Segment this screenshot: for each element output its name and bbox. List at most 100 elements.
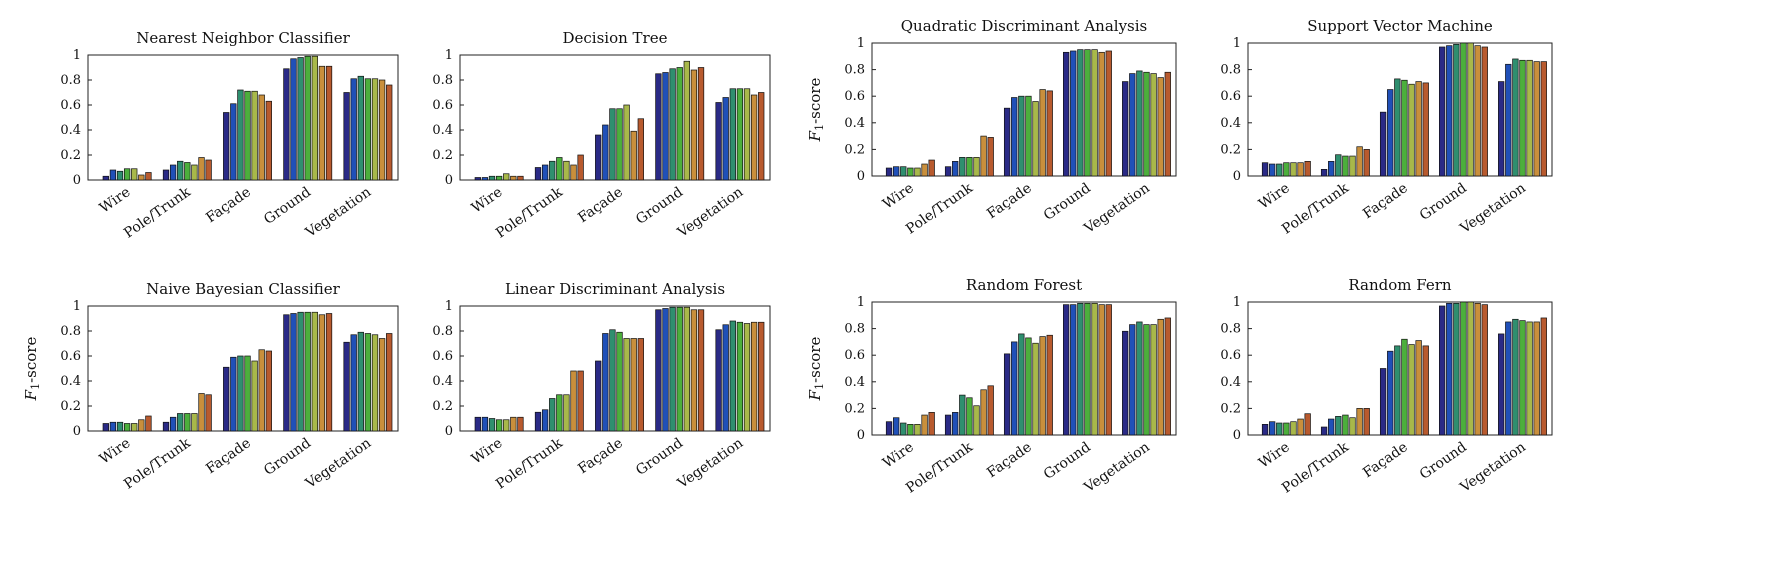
bar-vegetation-1	[715, 329, 722, 432]
bar-ground-2	[1446, 45, 1453, 177]
bar-faade-1	[223, 366, 230, 432]
bar-wire-3	[116, 421, 124, 432]
x-category-label: Ground	[1041, 180, 1094, 224]
bar-faade-4	[244, 90, 251, 181]
x-category-label: Façade	[984, 439, 1035, 481]
bar-vegetation-2	[1129, 324, 1136, 436]
x-category-label: Vegetation	[1081, 439, 1153, 496]
bar-vegetation-6	[378, 338, 386, 432]
bar-vegetation-1	[1122, 330, 1129, 436]
bar-faade-4	[1025, 95, 1032, 177]
chart-title: Linear Discriminant Analysis	[505, 280, 725, 298]
bar-vegetation-6	[1533, 61, 1540, 177]
y-tick-label: 0.8	[432, 324, 453, 339]
bar-wire-3	[1276, 422, 1283, 436]
x-category-label: Vegetation	[1457, 180, 1529, 237]
y-tick-label: 0.6	[1220, 348, 1241, 363]
bar-ground-5	[683, 306, 690, 432]
bar-wire-4	[907, 424, 914, 436]
bar-vegetation-1	[343, 92, 350, 181]
y-tick-label: 0.4	[60, 374, 81, 389]
bar-faade-2	[1011, 97, 1018, 177]
bar-ground-4	[676, 306, 683, 432]
bar-ground-6	[1098, 304, 1105, 436]
bar-ground-1	[283, 314, 290, 432]
bar-wire-6	[921, 414, 928, 436]
bar-faade-6	[1039, 336, 1046, 436]
bar-poletrunk-2	[952, 161, 959, 177]
y-tick-label: 1	[73, 299, 81, 314]
chart-title: Random Fern	[1348, 276, 1452, 294]
chart-panel-6: Linear Discriminant Analysis 0 0.2 0.4 0.6 0.…	[432, 280, 771, 493]
y-tick-label: 0.2	[60, 399, 81, 414]
y-tick-label: 0.6	[844, 348, 865, 363]
bar-poletrunk-4	[556, 394, 563, 432]
bar-wire-5	[131, 423, 138, 432]
bar-vegetation-7	[386, 84, 393, 181]
bar-faade-7	[265, 350, 272, 432]
bar-poletrunk-7	[1363, 149, 1370, 177]
bar-ground-5	[1467, 42, 1474, 177]
bar-wire-4	[495, 419, 503, 432]
bar-wire-3	[900, 422, 907, 436]
bar-faade-7	[265, 100, 272, 181]
bar-faade-7	[1422, 345, 1429, 436]
bar-poletrunk-7	[577, 370, 584, 432]
bar-vegetation-4	[364, 333, 372, 432]
bar-vegetation-3	[1136, 321, 1143, 436]
bar-faade-6	[1039, 89, 1046, 177]
chart-panel-1: Nearest Neighbor Classifier 0 0.2 0.4 0.6 0.8…	[60, 29, 399, 242]
x-category-label: Pole/Trunk	[121, 184, 194, 242]
y-tick-label: 1	[445, 48, 453, 63]
bar-faade-4	[1401, 79, 1408, 177]
y-tick-label: 0.4	[844, 375, 865, 390]
bar-wire-7	[928, 159, 935, 177]
bar-ground-7	[697, 309, 705, 432]
bar-ground-7	[1105, 304, 1112, 436]
bar-vegetation-7	[1540, 317, 1547, 436]
bar-wire-3	[1276, 163, 1283, 177]
bar-wire-6	[921, 163, 928, 177]
x-category-label: Wire	[880, 180, 917, 212]
x-category-label: Wire	[97, 435, 134, 467]
bar-poletrunk-1	[162, 169, 170, 181]
y-tick-label: 0.8	[60, 324, 81, 339]
y-tick-label: 0	[445, 173, 453, 188]
bar-faade-4	[1401, 338, 1408, 436]
bar-poletrunk-1	[534, 167, 542, 181]
bar-poletrunk-5	[191, 413, 198, 432]
chart-panel-2: Decision Tree 0 0.2 0.4 0.6 0.8 1 WirePole/Trun…	[432, 29, 771, 242]
bar-faade-1	[1379, 111, 1387, 177]
bar-vegetation-3	[357, 331, 364, 432]
bar-faade-5	[1408, 83, 1415, 177]
bar-poletrunk-3	[549, 160, 556, 181]
bar-faade-5	[1032, 101, 1039, 177]
bar-ground-5	[311, 55, 318, 181]
x-category-label: Wire	[880, 439, 917, 471]
bar-ground-7	[697, 67, 705, 181]
x-category-label: Vegetation	[302, 435, 374, 492]
y-tick-label: 1	[857, 295, 865, 310]
bar-wire-2	[893, 166, 900, 177]
y-tick-label: 0.4	[60, 123, 81, 138]
bar-vegetation-1	[1122, 81, 1129, 177]
y-tick-label: 0.8	[1220, 322, 1241, 337]
x-category-label: Ground	[261, 184, 314, 228]
bar-poletrunk-5	[191, 164, 198, 181]
y-axis-label-sub: 1	[813, 383, 826, 390]
bar-vegetation-5	[1150, 73, 1157, 177]
bar-vegetation-7	[386, 333, 393, 432]
bar-faade-7	[637, 338, 644, 432]
bar-faade-5	[1032, 342, 1039, 436]
y-tick-label: 0.2	[432, 148, 453, 163]
bar-wire-1	[1261, 162, 1269, 177]
bar-poletrunk-2	[541, 164, 549, 181]
bar-poletrunk-4	[556, 157, 563, 181]
bar-wire-2	[109, 421, 117, 432]
x-category-label: Wire	[469, 184, 506, 216]
bar-vegetation-4	[736, 321, 744, 432]
bar-poletrunk-1	[1320, 426, 1328, 436]
x-category-label: Wire	[97, 184, 134, 216]
y-axis-label: F1-score	[22, 337, 42, 402]
